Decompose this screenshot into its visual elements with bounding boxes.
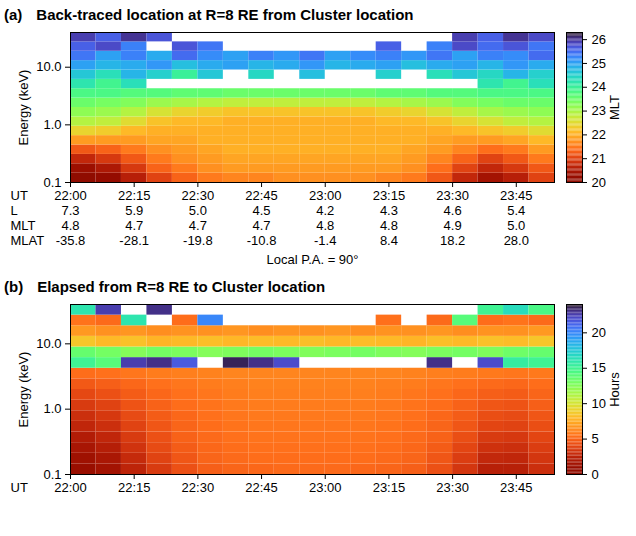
svg-text:5: 5 xyxy=(592,431,599,446)
svg-text:4.2: 4.2 xyxy=(316,203,334,218)
svg-text:4.8: 4.8 xyxy=(61,218,79,233)
svg-text:23:45: 23:45 xyxy=(500,188,533,203)
svg-text:Energy (keV): Energy (keV) xyxy=(16,70,31,146)
svg-text:23:15: 23:15 xyxy=(373,188,406,203)
svg-text:4.7: 4.7 xyxy=(125,218,143,233)
svg-text:22:15: 22:15 xyxy=(118,480,151,495)
svg-text:10.0: 10.0 xyxy=(36,59,61,74)
svg-text:4.7: 4.7 xyxy=(253,218,271,233)
svg-text:4.6: 4.6 xyxy=(444,203,462,218)
html-text:Elapsed from R=8 RE to Cluster: Elapsed from R=8 RE to Cluster location xyxy=(37,278,326,295)
svg-text:23:00: 23:00 xyxy=(309,188,342,203)
svg-text:23:30: 23:30 xyxy=(436,480,469,495)
svg-text:1.0: 1.0 xyxy=(43,401,61,416)
svg-text:-35.8: -35.8 xyxy=(56,233,86,248)
svg-text:4.8: 4.8 xyxy=(316,218,334,233)
svg-text:26: 26 xyxy=(592,32,606,47)
svg-text:22:45: 22:45 xyxy=(245,188,278,203)
svg-text:23:45: 23:45 xyxy=(500,480,533,495)
svg-text:UT: UT xyxy=(11,480,28,495)
svg-text:MLT: MLT xyxy=(607,95,622,120)
svg-text:-28.1: -28.1 xyxy=(119,233,149,248)
svg-text:5.9: 5.9 xyxy=(125,203,143,218)
svg-text:-19.8: -19.8 xyxy=(183,233,213,248)
svg-text:1.0: 1.0 xyxy=(43,117,61,132)
svg-text:23:30: 23:30 xyxy=(436,188,469,203)
svg-text:18.2: 18.2 xyxy=(440,233,465,248)
svg-text:22: 22 xyxy=(592,127,606,142)
svg-text:-1.4: -1.4 xyxy=(314,233,336,248)
svg-text:4.9: 4.9 xyxy=(444,218,462,233)
svg-text:0.1: 0.1 xyxy=(43,466,62,482)
svg-text:23:15: 23:15 xyxy=(373,480,406,495)
svg-text:23: 23 xyxy=(592,103,606,118)
svg-text:20: 20 xyxy=(592,325,606,340)
svg-text:22:45: 22:45 xyxy=(245,480,278,495)
svg-text:0: 0 xyxy=(592,467,599,482)
svg-text:23:00: 23:00 xyxy=(309,480,342,495)
svg-text:5.0: 5.0 xyxy=(507,218,525,233)
svg-text:4.3: 4.3 xyxy=(380,203,398,218)
svg-text:25: 25 xyxy=(592,56,606,71)
svg-text:10.0: 10.0 xyxy=(36,336,61,351)
svg-text:22:15: 22:15 xyxy=(118,188,151,203)
svg-text:4.5: 4.5 xyxy=(253,203,271,218)
svg-text:15: 15 xyxy=(592,360,606,375)
svg-text:L: L xyxy=(11,203,18,218)
svg-text:22:30: 22:30 xyxy=(182,480,215,495)
svg-text:UT: UT xyxy=(11,188,28,203)
svg-text:MLT: MLT xyxy=(11,218,36,233)
svg-text:Hours: Hours xyxy=(607,372,622,407)
html-text:Back-traced location at R=8 RE: Back-traced location at R=8 RE from Clus… xyxy=(36,6,414,23)
svg-text:8.4: 8.4 xyxy=(380,233,398,248)
svg-text:5.0: 5.0 xyxy=(189,203,207,218)
svg-text:7.3: 7.3 xyxy=(61,203,79,218)
svg-text:4.8: 4.8 xyxy=(380,218,398,233)
svg-text:5.4: 5.4 xyxy=(507,203,525,218)
html-text:(a): (a) xyxy=(4,6,23,23)
svg-text:Local P.A. = 90°: Local P.A. = 90° xyxy=(266,252,358,267)
svg-text:4.7: 4.7 xyxy=(189,218,207,233)
svg-text:-10.8: -10.8 xyxy=(247,233,277,248)
svg-text:22:00: 22:00 xyxy=(54,188,87,203)
svg-text:20: 20 xyxy=(592,175,606,190)
svg-text:21: 21 xyxy=(592,151,606,166)
svg-text:0.1: 0.1 xyxy=(43,174,62,190)
svg-text:24: 24 xyxy=(592,79,606,94)
svg-text:22:30: 22:30 xyxy=(182,188,215,203)
svg-text:Energy (keV): Energy (keV) xyxy=(16,352,31,428)
svg-text:22:00: 22:00 xyxy=(54,480,87,495)
svg-text:28.0: 28.0 xyxy=(504,233,529,248)
svg-text:10: 10 xyxy=(592,396,606,411)
svg-text:MLAT: MLAT xyxy=(11,233,45,248)
html-text:(b): (b) xyxy=(4,278,24,295)
